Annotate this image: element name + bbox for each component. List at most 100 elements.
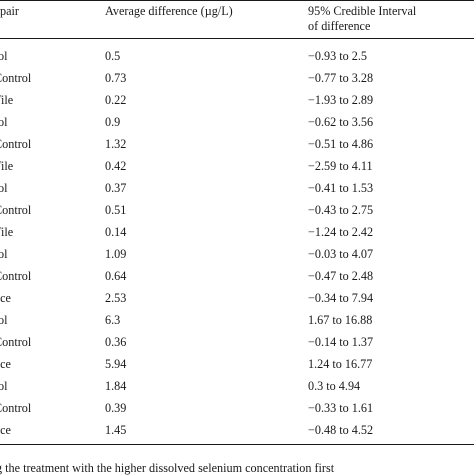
header-rule [0,38,474,39]
table-row: uce 2.53 −0.34 to 7.94 [0,287,474,309]
cell-average-difference: 0.5 [105,49,121,63]
table-row: Control 0.39 −0.33 to 1.61 [0,397,474,419]
table-row: Tile 0.22 −1.93 to 2.89 [0,89,474,111]
cell-pair-text: rol [0,49,8,63]
cell-credible-interval: −0.43 to 2.75 [308,203,374,217]
cell-average-difference: 0.37 [105,181,127,195]
cell-average-difference: 0.73 [105,71,127,85]
cell-average-difference: 0.42 [105,159,127,173]
cell-pair-text: Tile [0,93,14,107]
table-row: uce 5.94 1.24 to 16.77 [0,353,474,375]
cell-pair: rol [0,45,105,67]
cell-average-difference: 0.64 [105,269,127,283]
cell-credible-interval: −1.24 to 2.42 [308,225,374,239]
cell-average-difference: 0.22 [105,93,127,107]
cell-pair: uce [0,353,105,375]
cell-average-difference: 1.84 [105,379,127,393]
cell-pair: uce [0,419,105,441]
cell-pair: Control [0,199,105,221]
cell-pair: rol [0,309,105,331]
cell-credible-interval: −0.33 to 1.61 [308,401,374,415]
table-row: rol 0.37 −0.41 to 1.53 [0,177,474,199]
cell-pair-text: Control [0,401,32,415]
cell-pair-text: Control [0,335,32,349]
top-rule [0,0,474,1]
cell-average-difference: 1.32 [105,137,127,151]
cell-average-difference: 0.9 [105,115,121,129]
cell-pair-text: rol [0,181,8,195]
cell-credible-interval: −0.14 to 1.37 [308,335,374,349]
cell-pair: rol [0,243,105,265]
cell-pair: rol [0,177,105,199]
cell-average-difference: 1.45 [105,423,127,437]
table-body: rol 0.5 −0.93 to 2.5 Control 0.73 −0.77 to 3.… [0,45,474,441]
cell-pair: Control [0,331,105,353]
table-row: Control 0.64 −0.47 to 2.48 [0,265,474,287]
cell-pair: Control [0,265,105,287]
cell-credible-interval: −0.48 to 4.52 [308,423,374,437]
cell-average-difference: 6.3 [105,313,121,327]
table-row: Control 0.36 −0.14 to 1.37 [0,331,474,353]
cell-average-difference: 1.09 [105,247,127,261]
table-row: rol 0.9 −0.62 to 3.56 [0,111,474,133]
header-credible-interval: 95% Credible Interval of difference [308,4,416,34]
cell-pair-text: uce [0,423,11,437]
table-row: Tile 0.42 −2.59 to 4.11 [0,155,474,177]
cell-pair-text: Tile [0,159,14,173]
table-row: Control 1.32 −0.51 to 4.86 [0,133,474,155]
cell-pair-text: Tile [0,225,14,239]
cell-pair-text: Control [0,269,32,283]
table-row: rol 0.5 −0.93 to 2.5 [0,45,474,67]
table-row: rol 1.84 0.3 to 4.94 [0,375,474,397]
cell-pair: rol [0,111,105,133]
table-footnote: g the treatment with the higher dissolve… [0,461,335,475]
header-credible-interval-line2: of difference [308,19,371,33]
cell-pair-text: rol [0,247,8,261]
cell-average-difference: 5.94 [105,357,127,371]
cell-average-difference: 2.53 [105,291,127,305]
cell-credible-interval: −0.77 to 3.28 [308,71,374,85]
cell-pair: uce [0,287,105,309]
cell-pair: Control [0,133,105,155]
cell-pair-text: Control [0,71,32,85]
cell-credible-interval: −0.41 to 1.53 [308,181,374,195]
cell-pair-text: uce [0,357,11,371]
cell-credible-interval: 1.67 to 16.88 [308,313,373,327]
table-row: rol 6.3 1.67 to 16.88 [0,309,474,331]
cell-credible-interval: −0.51 to 4.86 [308,137,374,151]
cell-credible-interval: −0.93 to 2.5 [308,49,368,63]
cell-credible-interval: −0.62 to 3.56 [308,115,374,129]
cell-average-difference: 0.14 [105,225,127,239]
cell-pair-text: rol [0,115,8,129]
cell-credible-interval: −0.47 to 2.48 [308,269,374,283]
header-credible-interval-line1: 95% Credible Interval [308,4,417,18]
table-row: rol 1.09 −0.03 to 4.07 [0,243,474,265]
table-row: uce 1.45 −0.48 to 4.52 [0,419,474,441]
table-row: Control 0.51 −0.43 to 2.75 [0,199,474,221]
header-average-difference: Average difference (µg/L) [105,4,233,18]
cell-pair: Control [0,67,105,89]
table-row: Control 0.73 −0.77 to 3.28 [0,67,474,89]
cell-credible-interval: −1.93 to 2.89 [308,93,374,107]
cell-average-difference: 0.51 [105,203,127,217]
cell-pair-text: rol [0,379,8,393]
cell-credible-interval: −0.34 to 7.94 [308,291,374,305]
cell-pair: Tile [0,155,105,177]
cell-pair: Control [0,397,105,419]
table-row: Tile 0.14 −1.24 to 2.42 [0,221,474,243]
bottom-rule [0,444,474,445]
header-pair: pair [0,4,19,18]
cell-pair-text: rol [0,313,8,327]
cell-average-difference: 0.36 [105,335,127,349]
cell-pair: Tile [0,89,105,111]
cell-credible-interval: −2.59 to 4.11 [308,159,373,173]
cell-credible-interval: −0.03 to 4.07 [308,247,374,261]
cell-credible-interval: 0.3 to 4.94 [308,379,361,393]
cell-pair-text: Control [0,137,32,151]
cell-pair-text: uce [0,291,11,305]
cell-pair-text: Control [0,203,32,217]
cell-credible-interval: 1.24 to 16.77 [308,357,373,371]
cell-pair: Tile [0,221,105,243]
data-table: rol 0.5 −0.93 to 2.5 Control 0.73 −0.77 to 3.… [0,45,474,441]
